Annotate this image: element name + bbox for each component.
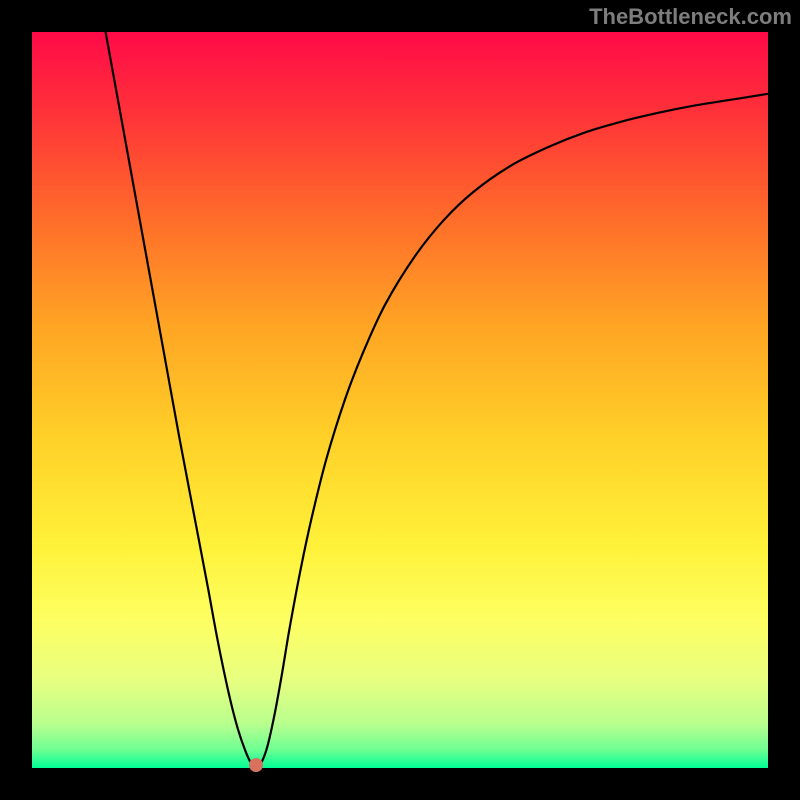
- chart-container: TheBottleneck.com: [0, 0, 800, 800]
- watermark-text: TheBottleneck.com: [589, 4, 792, 30]
- bottleneck-curve: [106, 32, 768, 768]
- curve-svg: [32, 32, 768, 768]
- plot-area: [32, 32, 768, 768]
- optimum-marker: [249, 758, 263, 772]
